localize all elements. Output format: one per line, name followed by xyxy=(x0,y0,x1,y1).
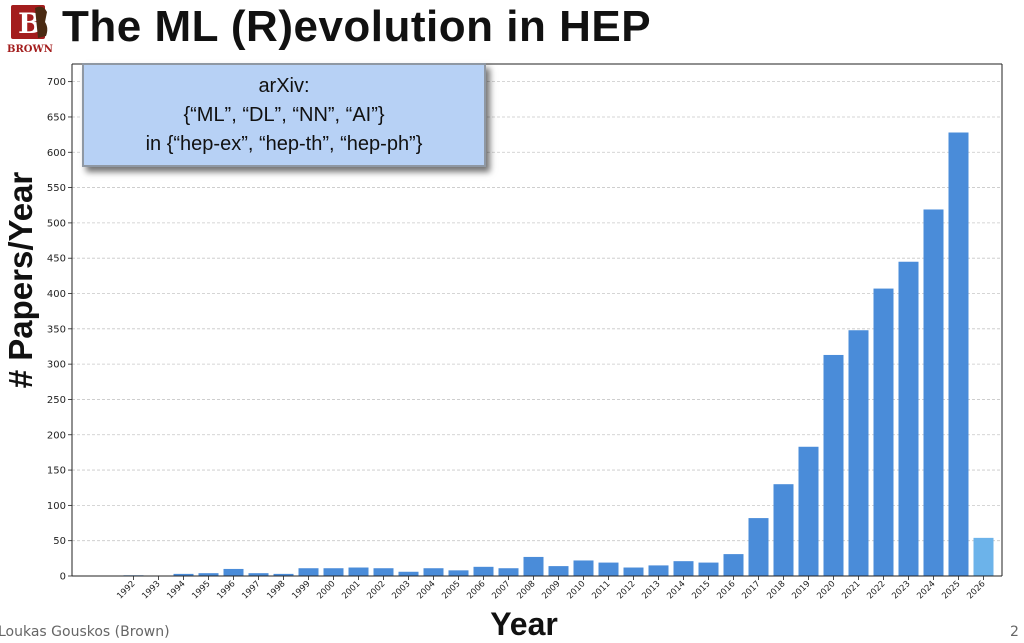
y-tick-label: 150 xyxy=(47,466,66,477)
x-tick-label: 2017 xyxy=(740,579,762,601)
x-tick-label: 2021 xyxy=(840,579,862,601)
x-tick-label: 2001 xyxy=(340,579,362,601)
x-tick-label: 2023 xyxy=(890,579,912,601)
x-tick-label: 2010 xyxy=(565,579,587,601)
x-tick-label: 2011 xyxy=(590,579,612,601)
bar xyxy=(523,556,544,576)
x-tick-label: 2015 xyxy=(690,579,712,601)
x-tick-label: 2009 xyxy=(540,579,562,601)
svg-text:BROWN: BROWN xyxy=(7,44,53,54)
bar xyxy=(798,446,819,576)
y-tick-label: 400 xyxy=(47,289,66,300)
bar xyxy=(848,330,869,576)
x-tick-label: 1993 xyxy=(140,579,162,601)
bar xyxy=(723,554,744,576)
y-axis-label: # Papers/Year xyxy=(2,171,39,389)
y-tick-label: 300 xyxy=(47,360,66,371)
bar xyxy=(923,209,944,576)
bar xyxy=(173,573,194,576)
bar xyxy=(473,566,494,576)
x-tick-label: 2012 xyxy=(615,579,637,601)
x-tick-label: 2008 xyxy=(515,579,537,601)
x-tick-label: 1992 xyxy=(115,579,137,601)
y-tick-label: 250 xyxy=(47,395,66,406)
bar xyxy=(973,537,994,576)
x-tick-label: 1995 xyxy=(190,579,212,601)
arxiv-query-box: arXiv: {“ML”, “DL”, “NN”, “AI”} in {“hep… xyxy=(82,63,486,167)
bar xyxy=(348,567,369,576)
x-tick-label: 1997 xyxy=(240,579,262,601)
bar xyxy=(498,568,519,576)
bar xyxy=(898,261,919,576)
bar xyxy=(198,573,219,576)
bar xyxy=(298,568,319,576)
slide-title: The ML (R)evolution in HEP xyxy=(62,2,652,51)
footer-author: Loukas Gouskos (Brown) xyxy=(0,624,170,640)
x-tick-label: 2002 xyxy=(365,579,387,601)
brown-logo: B BROWN xyxy=(7,5,53,54)
bar xyxy=(573,560,594,576)
y-tick-label: 550 xyxy=(47,183,66,194)
y-tick-label: 200 xyxy=(47,430,66,441)
bar xyxy=(648,565,669,576)
y-tick-label: 650 xyxy=(47,112,66,123)
page-number: 2 xyxy=(1010,624,1019,640)
info-box-line-3: in {“hep-ex”, “hep-th”, “hep-ph”} xyxy=(145,133,423,155)
bar xyxy=(398,571,419,576)
info-box-line-1: arXiv: xyxy=(258,75,310,97)
x-tick-label: 2016 xyxy=(715,579,737,601)
x-axis-label: Year xyxy=(490,606,558,642)
y-tick-label: 500 xyxy=(47,218,66,229)
bar xyxy=(423,568,444,576)
x-tick-label: 2013 xyxy=(640,579,662,601)
bar xyxy=(223,568,244,576)
bar xyxy=(773,484,794,576)
bar xyxy=(698,562,719,576)
x-tick-label: 2006 xyxy=(465,579,487,601)
bar xyxy=(273,573,294,576)
x-tick-label: 2026 xyxy=(965,579,987,601)
bar xyxy=(623,567,644,576)
x-tick-label: 2025 xyxy=(940,579,962,601)
y-tick-label: 350 xyxy=(47,324,66,335)
x-tick-label: 1996 xyxy=(215,579,237,601)
bar xyxy=(373,568,394,576)
x-tick-label: 2018 xyxy=(765,579,787,601)
y-tick-label: 600 xyxy=(47,148,66,159)
x-tick-label: 2004 xyxy=(415,579,437,601)
y-tick-label: 0 xyxy=(60,572,66,583)
x-tick-label: 2022 xyxy=(865,579,887,601)
x-tick-label: 2024 xyxy=(915,579,937,601)
x-tick-label: 1994 xyxy=(165,579,187,601)
y-tick-label: 50 xyxy=(53,536,66,547)
bar xyxy=(248,573,269,576)
bar xyxy=(823,354,844,576)
x-tick-label: 2003 xyxy=(390,579,412,601)
x-tick-label: 1999 xyxy=(290,579,312,601)
x-tick-label: 1998 xyxy=(265,579,287,601)
info-box-line-2: {“ML”, “DL”, “NN”, “AI”} xyxy=(183,104,385,126)
y-tick-label: 100 xyxy=(47,501,66,512)
bar xyxy=(448,570,469,576)
bar xyxy=(873,288,894,576)
bar xyxy=(323,568,344,576)
x-tick-label: 2005 xyxy=(440,579,462,601)
y-tick-label: 450 xyxy=(47,254,66,265)
x-tick-label: 2007 xyxy=(490,579,512,601)
bar xyxy=(748,518,769,576)
bar xyxy=(673,561,694,576)
x-tick-label: 2020 xyxy=(815,579,837,601)
y-tick-label: 700 xyxy=(47,77,66,88)
x-tick-label: 2014 xyxy=(665,579,687,601)
x-tick-label: 2019 xyxy=(790,579,812,601)
bar xyxy=(948,132,969,576)
bar xyxy=(548,566,569,576)
bar xyxy=(598,562,619,576)
x-tick-label: 2000 xyxy=(315,579,337,601)
